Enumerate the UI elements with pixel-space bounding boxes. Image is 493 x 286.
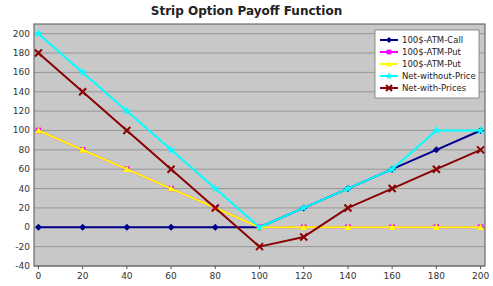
point-marker xyxy=(300,233,307,240)
point-marker xyxy=(344,184,353,192)
x-tick-label: 140 xyxy=(339,271,356,281)
point-marker xyxy=(168,185,175,191)
point-marker xyxy=(477,146,484,153)
y-tick-label: 160 xyxy=(13,67,30,77)
x-tick-label: 120 xyxy=(295,271,312,281)
x-tick-label: 100 xyxy=(251,271,268,281)
y-tick-label: -40 xyxy=(15,261,30,271)
y-tick-label: 100 xyxy=(13,125,30,135)
plot-frame xyxy=(34,24,485,266)
legend-swatch-marker xyxy=(387,50,392,55)
legend-label: Net-without-Price xyxy=(402,71,476,81)
y-tick-label: 140 xyxy=(13,87,30,97)
point-marker xyxy=(79,88,86,95)
point-marker xyxy=(212,204,219,211)
point-marker xyxy=(300,224,307,230)
point-marker xyxy=(78,68,87,76)
point-marker xyxy=(212,224,219,231)
y-tick-label: 60 xyxy=(19,164,31,174)
point-marker xyxy=(34,29,43,37)
point-marker xyxy=(167,145,176,153)
point-marker xyxy=(432,126,441,134)
legend-label: 100$-ATM-Put xyxy=(402,47,462,57)
y-tick-label: 80 xyxy=(19,145,31,155)
plot-background xyxy=(34,24,485,266)
point-marker xyxy=(212,204,219,210)
point-marker xyxy=(123,107,132,115)
x-tick-label: 80 xyxy=(210,271,222,281)
point-marker xyxy=(433,166,440,173)
point-marker xyxy=(168,166,175,173)
point-marker xyxy=(344,204,351,211)
grid-line xyxy=(34,207,485,208)
legend-label: Net-with-Prices xyxy=(402,83,467,93)
point-marker xyxy=(477,224,484,230)
title: Strip Option Payoff Function xyxy=(151,4,342,18)
y-tick-label: 120 xyxy=(13,106,30,116)
y-tick-label: 0 xyxy=(24,222,30,232)
x-tick-label: 180 xyxy=(428,271,445,281)
series-line xyxy=(38,53,480,247)
point-marker xyxy=(35,50,42,57)
plot-area xyxy=(34,29,485,250)
point-marker xyxy=(476,126,485,134)
x-tick-label: 40 xyxy=(121,271,133,281)
x-tick-label: 200 xyxy=(472,271,489,281)
point-marker xyxy=(255,223,264,231)
series-line xyxy=(38,34,480,228)
point-marker xyxy=(123,166,130,172)
grid-line xyxy=(34,111,485,112)
legend-swatch-marker xyxy=(386,85,392,91)
y-tick-label: 200 xyxy=(13,29,30,39)
point-marker xyxy=(211,184,220,192)
point-marker xyxy=(79,224,86,231)
point-marker xyxy=(35,127,42,133)
point-marker xyxy=(433,146,440,153)
point-marker xyxy=(389,224,396,230)
y-tick-label: -20 xyxy=(15,242,30,252)
point-marker xyxy=(168,224,175,231)
legend-swatch-marker xyxy=(386,61,392,66)
y-tick-label: 20 xyxy=(19,203,31,213)
x-tick-label: 20 xyxy=(77,271,89,281)
legend-box xyxy=(375,30,479,98)
grid-line xyxy=(34,169,485,170)
point-marker xyxy=(299,203,308,211)
point-marker xyxy=(35,224,42,231)
grid-line xyxy=(34,130,485,131)
legend-label: 100$-ATM-Put xyxy=(402,59,462,69)
legend: 100$-ATM-Call 100$-ATM-Put 100$-ATM-Put Net… xyxy=(375,30,479,98)
y-tick-label: 40 xyxy=(19,184,31,194)
grid-line xyxy=(34,149,485,150)
legend-swatch-marker xyxy=(385,72,392,79)
chart: Strip Option Payoff Function -40 -20 0 20 40 6… xyxy=(0,0,493,286)
legend-swatch-marker xyxy=(386,37,392,43)
x-tick-label: 0 xyxy=(36,271,42,281)
grid-line xyxy=(34,188,485,189)
point-marker xyxy=(389,185,396,192)
point-marker xyxy=(344,224,351,230)
point-marker xyxy=(433,224,440,230)
y-tick-label: 180 xyxy=(13,48,30,58)
x-tick-label: 60 xyxy=(165,271,177,281)
point-marker xyxy=(79,146,86,152)
legend-label: 100$-ATM-Call xyxy=(402,35,463,45)
point-marker xyxy=(123,224,130,231)
point-marker xyxy=(123,127,130,134)
x-tick-label: 160 xyxy=(384,271,401,281)
point-marker xyxy=(256,243,263,250)
point-marker xyxy=(388,165,397,173)
